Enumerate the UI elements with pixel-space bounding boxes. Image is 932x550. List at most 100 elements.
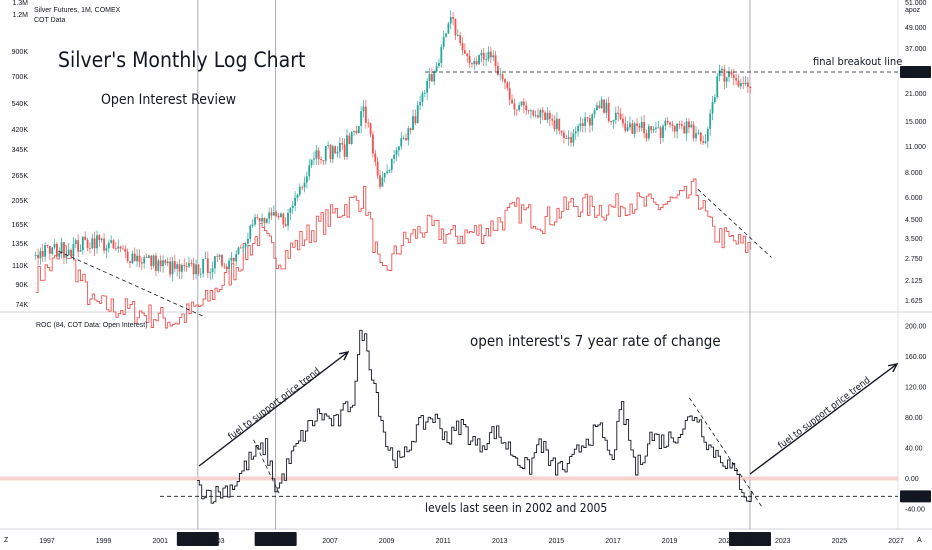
year-tick-label: 2013: [492, 538, 508, 545]
candle-body: [428, 74, 431, 81]
arrow-right-head[interactable]: [888, 363, 899, 373]
roc-title-annotation[interactable]: open interest's 7 year rate of change: [470, 332, 721, 350]
date-badge[interactable]: [254, 532, 297, 546]
symbol-title: Silver Futures, 1M, COMEX: [34, 7, 121, 14]
date-badge[interactable]: [728, 532, 771, 546]
roc-tick-label: 0.00: [905, 476, 919, 483]
oi-tick-label: 135K: [12, 241, 29, 248]
candle-body: [617, 112, 620, 114]
candle-body: [655, 127, 657, 129]
candle-body: [303, 182, 306, 188]
candle-body: [280, 213, 282, 218]
oi-downtrend-line-recent[interactable]: [697, 189, 772, 258]
candle-body: [563, 132, 565, 139]
candle-body: [466, 53, 469, 57]
candle-body: [258, 218, 261, 222]
candle-body: [626, 127, 629, 131]
candle-body: [310, 159, 313, 166]
candle-body: [176, 264, 179, 269]
candle-body: [372, 134, 374, 154]
date-badge-label[interactable]: 01 Nov '21: [733, 537, 766, 544]
candle-body: [386, 171, 388, 173]
candle-body: [435, 66, 438, 72]
candle-body: [93, 238, 96, 249]
candle-body: [445, 33, 447, 37]
candle-body: [110, 240, 113, 243]
arrow-left-head[interactable]: [339, 351, 350, 361]
arrow-left-shaft[interactable]: [198, 351, 349, 467]
candle-body: [504, 79, 506, 83]
candle-body: [41, 250, 44, 257]
candle-body: [596, 105, 598, 111]
candle-body: [572, 133, 575, 143]
candle-body: [114, 248, 117, 249]
candle-body: [315, 150, 318, 159]
candle-body: [546, 112, 549, 120]
roc-indicator-title[interactable]: ROC (84, COT Data: Open Interest): [36, 322, 148, 329]
candle-body: [199, 273, 202, 275]
candle-body: [277, 215, 280, 218]
subtitle-annotation[interactable]: Open Interest Review: [101, 92, 236, 108]
candle-body: [131, 253, 134, 263]
candle-body: [58, 252, 61, 257]
candle-body: [607, 102, 610, 122]
candle-body: [129, 261, 131, 263]
candle-body: [72, 244, 75, 257]
axis-right-label[interactable]: A: [917, 537, 922, 544]
time-axis[interactable]: ZA19971999200120032005200720092011201320…: [4, 532, 922, 546]
date-badge[interactable]: [176, 532, 219, 546]
candle-body: [313, 158, 315, 160]
candle-body: [284, 224, 287, 226]
candle-body: [350, 131, 353, 145]
candle-body: [471, 63, 473, 65]
candle-body: [140, 262, 143, 264]
axis-left-label[interactable]: Z: [4, 537, 9, 544]
date-badge-label[interactable]: 01 May '02: [181, 537, 215, 544]
roc-last-value[interactable]: -24.01: [903, 494, 923, 501]
oi-downtrend-line-early[interactable]: [58, 250, 206, 318]
candle-body: [643, 122, 646, 134]
candle-body: [103, 238, 105, 251]
candle-body: [185, 266, 188, 267]
candle-body: [662, 125, 664, 138]
levels-annotation[interactable]: levels last seen in 2002 and 2005: [425, 501, 607, 515]
drawing-overlays[interactable]: [58, 71, 899, 509]
candle-body: [334, 146, 337, 154]
candle-body: [699, 132, 702, 142]
candle-body: [336, 151, 339, 154]
candle-body: [360, 111, 363, 126]
candle-body: [308, 165, 311, 177]
roc-trend-line-recent[interactable]: [689, 397, 764, 509]
candle-body: [155, 255, 157, 271]
breakout-annotation[interactable]: final breakout line: [813, 55, 902, 68]
candle-body: [598, 105, 601, 109]
candle-body: [518, 105, 521, 111]
candle-body: [244, 243, 247, 248]
last-price-badge[interactable]: [900, 66, 931, 78]
candle-body: [225, 266, 228, 270]
last-price-value[interactable]: 27.810: [904, 70, 926, 77]
candle-body: [652, 128, 655, 131]
chart-title-annotation[interactable]: Silver's Monthly Log Chart: [58, 48, 305, 72]
arrow-right-shaft[interactable]: [749, 363, 898, 475]
oi-tick-label: 700K: [12, 74, 29, 81]
date-badge-label[interactable]: 01 Feb '05: [259, 537, 292, 544]
price-tick-label: 21.000: [905, 91, 927, 98]
candle-body: [173, 261, 176, 269]
candle-body: [379, 175, 381, 187]
roc-tick-label: 40.00: [905, 445, 923, 452]
candle-body: [235, 254, 238, 262]
candle-body: [239, 247, 242, 249]
candle-body: [216, 256, 219, 258]
candle-body: [593, 110, 596, 115]
candle-body: [581, 123, 584, 126]
candle-body: [749, 86, 752, 89]
roc-value-badge[interactable]: [900, 490, 931, 503]
oi-tick-label: 90K: [16, 282, 29, 289]
candle-body: [447, 23, 450, 34]
candle-body: [511, 99, 513, 104]
candle-body: [709, 113, 712, 129]
candle-body: [228, 260, 230, 270]
roc-trend-line-2005[interactable]: [253, 439, 280, 494]
